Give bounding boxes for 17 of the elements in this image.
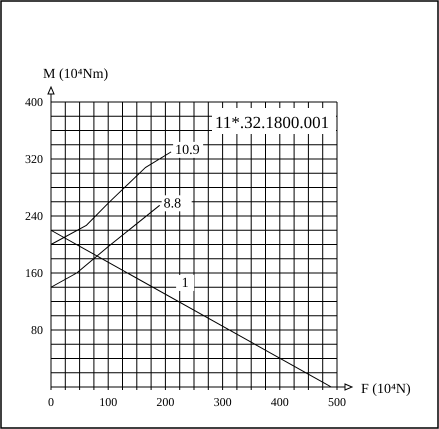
series-label: 8.8 xyxy=(164,196,182,212)
text: 11*.32.1800.001 xyxy=(215,113,330,132)
x-tick-label: 500 xyxy=(328,395,346,409)
x-tick-label: 300 xyxy=(214,395,232,409)
x-tick-label: 400 xyxy=(270,395,289,409)
y-tick-label: 80 xyxy=(31,323,43,337)
x-tick-label: 0 xyxy=(48,395,54,409)
y-tick-label: 160 xyxy=(25,266,43,280)
y-tick-label: 240 xyxy=(25,209,43,223)
y-tick-label: 320 xyxy=(25,152,43,166)
y-tick-label: 400 xyxy=(25,95,43,109)
series-label: 1 xyxy=(182,276,189,291)
series-label: 10.9 xyxy=(175,142,200,158)
x-tick-label: 200 xyxy=(156,395,174,409)
x-tick-label: 100 xyxy=(99,395,118,409)
y-axis-title: M (10⁴Nm) xyxy=(43,67,108,82)
x-axis-title: F (10⁴N) xyxy=(361,382,411,397)
